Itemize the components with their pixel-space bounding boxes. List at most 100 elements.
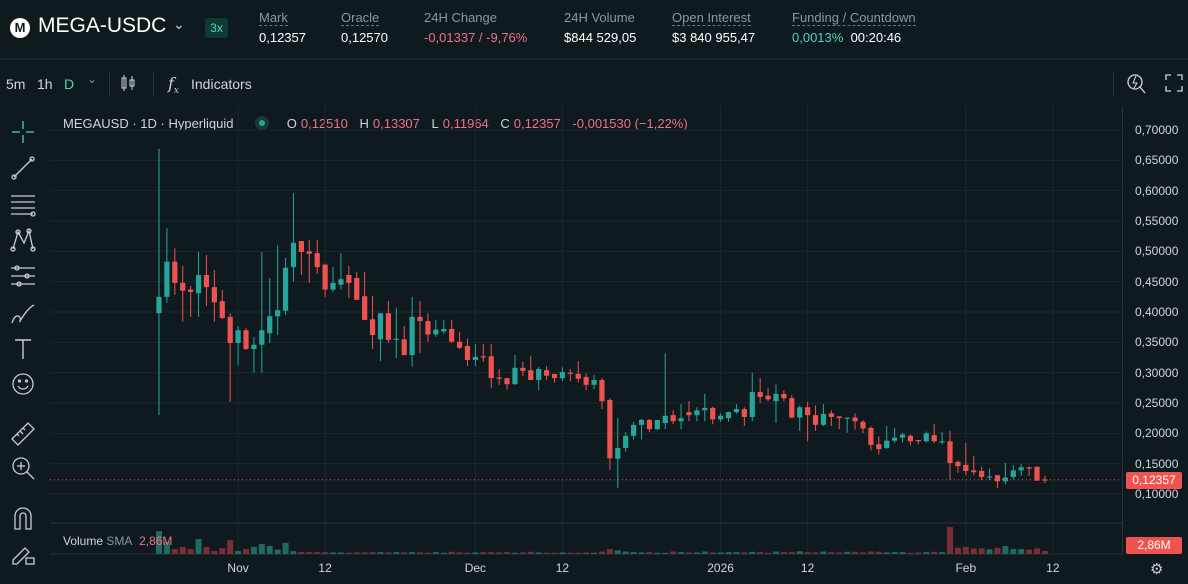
brush-icon[interactable] <box>10 301 36 327</box>
stat-label[interactable]: Oracle <box>341 10 380 26</box>
volume-bar <box>330 552 337 554</box>
candle-body <box>812 415 819 425</box>
volume-bar <box>385 552 392 554</box>
candle-body <box>662 415 668 424</box>
candle-body <box>377 313 384 340</box>
volume-bar <box>409 552 416 554</box>
price-tick-label: 0,70000 <box>1135 123 1179 137</box>
volume-bar <box>1010 549 1017 554</box>
volume-bar <box>195 539 202 554</box>
volume-bar <box>986 549 993 554</box>
interval-5m[interactable]: 5m <box>6 76 26 92</box>
volume-bar <box>598 551 605 554</box>
volume-bar <box>1034 548 1041 554</box>
volume-bar <box>891 552 898 554</box>
crosshair-icon[interactable] <box>10 119 36 145</box>
candle-body <box>741 409 747 417</box>
candles-icon[interactable] <box>120 73 136 96</box>
chart-symbol-title[interactable]: MEGAUSD · 1D · Hyperliquid <box>63 116 234 131</box>
candle-body <box>986 476 993 478</box>
candle-body <box>369 319 376 336</box>
volume-bar <box>567 552 574 554</box>
volume-bar <box>393 552 400 554</box>
volume-sma-label: SMA <box>106 534 132 548</box>
candle-body <box>789 398 795 418</box>
volume-bar <box>353 552 360 554</box>
candle-body <box>623 435 629 448</box>
stat-oracle: Oracle 0,12570 <box>341 10 388 45</box>
quick-search-icon[interactable] <box>1126 73 1146 98</box>
volume-bar <box>1041 550 1048 554</box>
volume-bar <box>725 552 732 554</box>
leverage-badge[interactable]: 3x <box>205 18 228 38</box>
trend-line-icon[interactable] <box>10 155 36 181</box>
volume-bar <box>274 549 281 554</box>
candle-body <box>449 328 455 342</box>
volume-bar <box>337 552 344 554</box>
volume-bar <box>772 551 779 554</box>
emoji-icon[interactable] <box>10 371 36 397</box>
interval-1h[interactable]: 1h <box>37 76 53 92</box>
fullscreen-icon[interactable] <box>1165 74 1183 95</box>
date-tick-label: 2026 <box>707 561 734 575</box>
candle-body <box>512 367 518 385</box>
projection-icon[interactable] <box>10 263 36 289</box>
price-axis[interactable]: 0,70000 0,65000 0,60000 0,55000 0,50000 0,450… <box>1122 106 1188 556</box>
candle-body <box>362 296 368 320</box>
candle-body <box>180 282 186 291</box>
lock-drawing-icon[interactable] <box>10 540 36 566</box>
candle-body <box>267 316 273 334</box>
zoom-in-icon[interactable] <box>10 455 36 481</box>
volume-sma-value: 2,86M <box>139 534 173 548</box>
stat-label: 24H Volume <box>564 10 635 25</box>
stat-label[interactable]: Funding / Countdown <box>792 10 916 26</box>
stat-open-interest: Open Interest $3 840 955,47 <box>672 10 755 45</box>
candle-body <box>425 321 431 335</box>
volume-bar <box>606 549 613 554</box>
candle-body <box>899 434 906 438</box>
volume-bar <box>678 552 685 554</box>
stat-label: 24H Change <box>424 10 497 25</box>
volume-bar <box>757 552 764 554</box>
stat-label[interactable]: Open Interest <box>672 10 751 26</box>
magnet-icon[interactable] <box>10 505 36 531</box>
chevron-down-icon[interactable]: ⌄ <box>87 72 98 86</box>
settings-gear-icon[interactable]: ⚙ <box>1150 561 1164 578</box>
text-icon[interactable] <box>10 336 36 362</box>
pattern-icon[interactable] <box>10 227 36 253</box>
fib-retracement-icon[interactable] <box>10 191 36 217</box>
candle-body <box>1010 470 1016 478</box>
candle-body <box>828 413 834 417</box>
volume-bar <box>345 552 352 554</box>
function-icon[interactable]: fx <box>168 74 179 97</box>
volume-bar <box>171 549 178 554</box>
current-price-label: 0,12357 <box>1126 472 1182 489</box>
volume-bar <box>852 551 859 554</box>
volume-bar <box>670 551 677 554</box>
chevron-down-icon[interactable]: ⌄ <box>173 16 185 32</box>
ruler-icon[interactable] <box>10 421 36 447</box>
candle-body <box>1042 479 1048 481</box>
candle-body <box>543 370 550 376</box>
candle-body <box>322 264 328 290</box>
volume-bar <box>480 552 487 554</box>
stat-24h-volume: 24H Volume $844 529,05 <box>564 10 636 45</box>
stat-value: 0,12570 <box>341 30 388 45</box>
price-tick-label: 0,25000 <box>1135 396 1179 410</box>
volume-bar <box>179 546 186 554</box>
volume-bar <box>282 542 289 554</box>
candle-body <box>401 339 407 356</box>
candle-body <box>567 372 573 374</box>
price-tick-label: 0,20000 <box>1135 426 1179 441</box>
volume-bar <box>369 552 376 554</box>
interval-d[interactable]: D <box>64 76 75 92</box>
volume-bar <box>717 552 724 554</box>
candle-body <box>963 464 969 471</box>
volume-bar <box>211 550 218 554</box>
candlestick-chart[interactable] <box>50 106 1122 556</box>
stat-label[interactable]: Mark <box>259 10 288 26</box>
volume-bar <box>859 552 866 554</box>
date-tick-label: 12 <box>800 561 815 575</box>
indicators-button[interactable]: Indicators <box>191 76 252 92</box>
market-symbol-selector[interactable]: MEGA-USDC <box>38 14 167 37</box>
